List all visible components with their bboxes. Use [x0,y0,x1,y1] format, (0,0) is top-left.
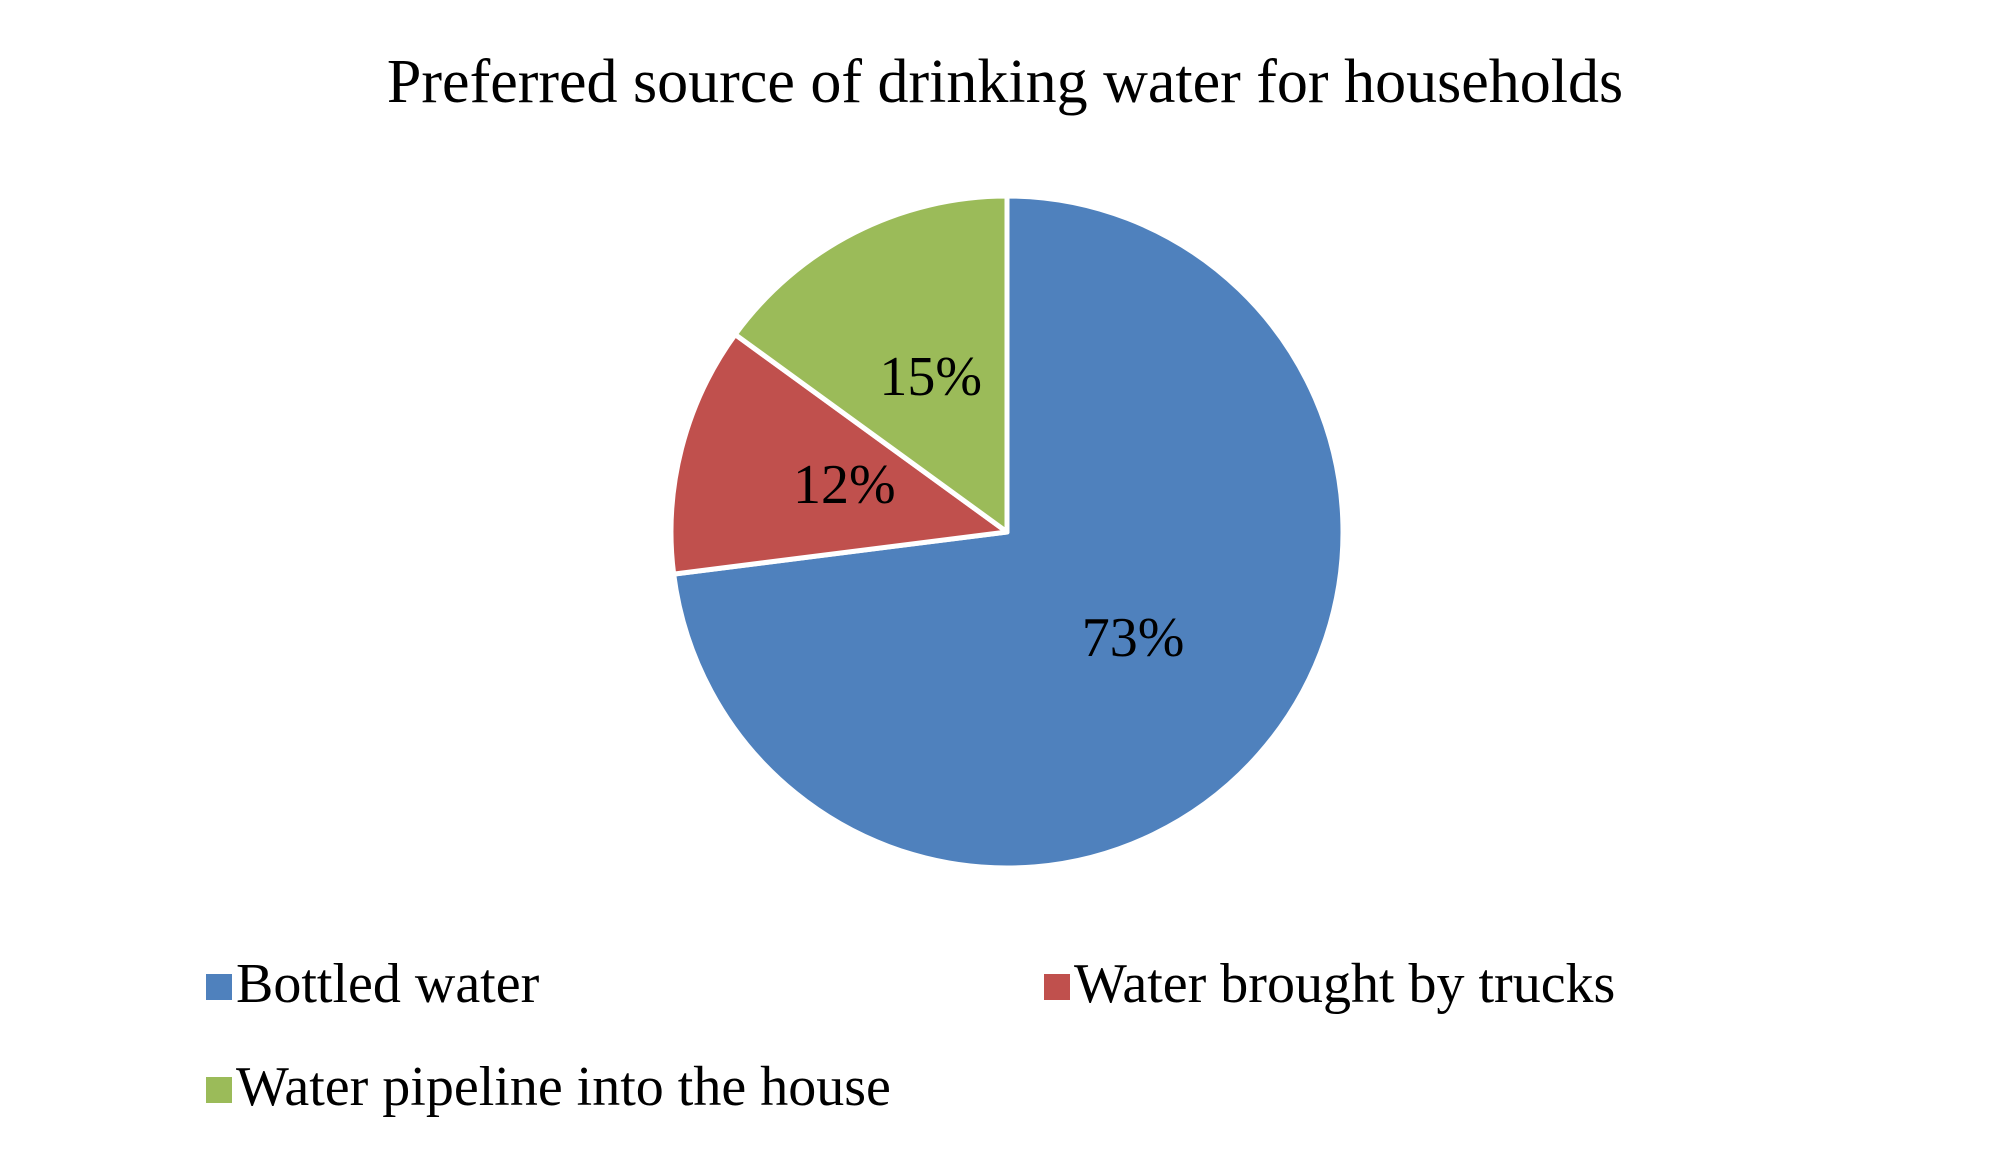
legend-swatch [206,1077,232,1103]
value-label: 15% [879,346,982,408]
legend-swatch [206,974,232,1000]
chart-title: Preferred source of drinking water for h… [387,48,1623,116]
pie-slice [732,193,1010,535]
value-label: 12% [793,454,896,516]
legend-label: Water pipeline into the house [236,1056,891,1118]
legend-label: Bottled water [236,953,540,1015]
pie-slice [668,332,1010,577]
legend-swatch [1044,974,1070,1000]
value-label: 73% [1082,607,1185,669]
legend-label: Water brought by trucks [1074,953,1615,1015]
